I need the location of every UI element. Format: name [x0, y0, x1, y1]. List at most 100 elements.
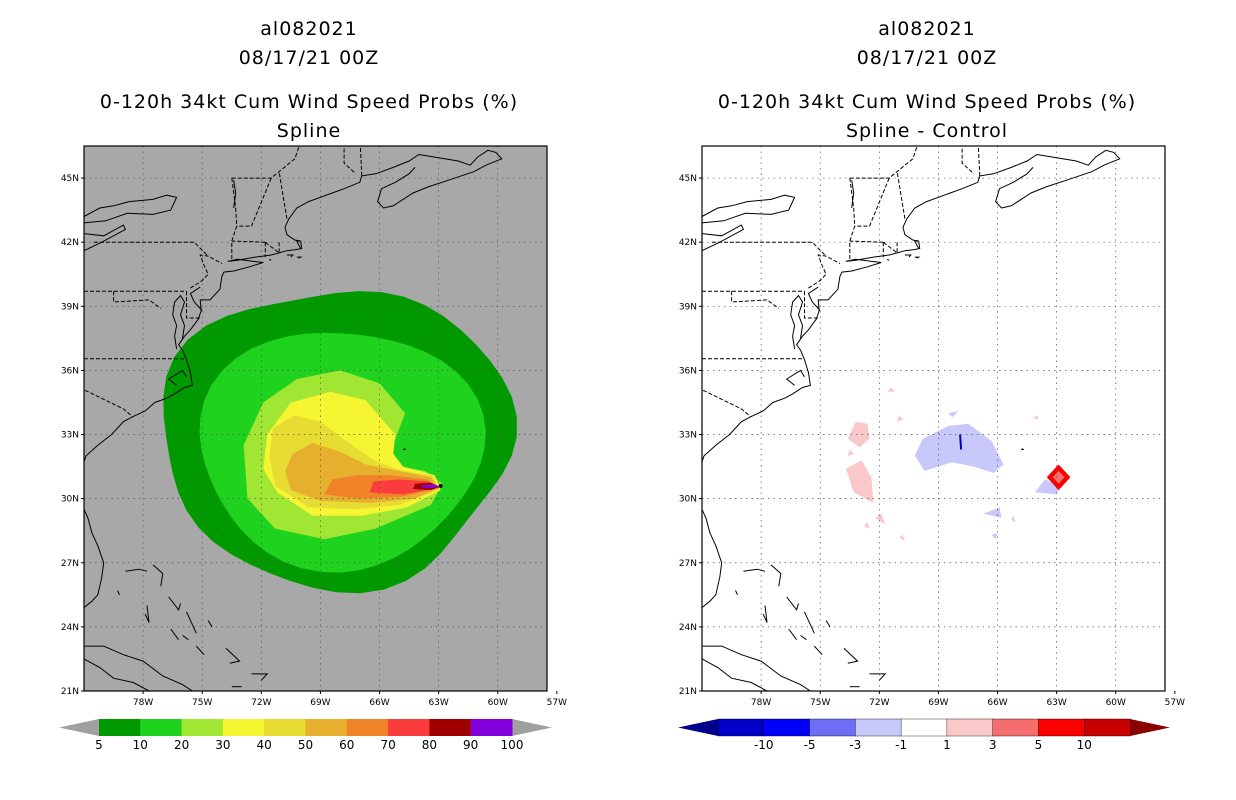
colorbar-label: -1: [895, 738, 907, 752]
colorbar-label: 20: [174, 738, 189, 752]
map-background: [702, 146, 1165, 691]
lat-tick-label: 24N: [679, 623, 697, 633]
colorbar-under-arrow: [59, 719, 99, 736]
difference-region: [1033, 415, 1039, 420]
difference-region: [991, 532, 998, 540]
lon-tick-label: 75W: [192, 698, 212, 708]
lat-tick-label: 27N: [679, 559, 697, 569]
colorbar-swatch: [99, 719, 141, 736]
colorbar-label: 5: [1035, 738, 1043, 752]
colorbar-swatch: [855, 718, 902, 737]
lat-tick-label: 45N: [61, 174, 79, 184]
panel-spline: al082021 08/17/21 00Z 0-120h 34kt Cum Wi…: [59, 18, 567, 752]
colorbar-label: 10: [133, 738, 148, 752]
difference-region: [887, 387, 896, 392]
colorbar-label: -3: [849, 738, 861, 752]
colorbar-swatch: [809, 718, 857, 737]
difference-region: [863, 522, 870, 529]
lat-tick-label: 42N: [679, 238, 697, 248]
lat-tick-label: 30N: [679, 495, 697, 505]
axis-ticks: 45N 42N 39N 36N 33N 30N 27N 24N 21N 78W 75W 72W 69W 6…: [679, 174, 1185, 708]
difference-region: [948, 411, 959, 418]
lon-tick-label: 72W: [251, 698, 271, 708]
difference-contours: [845, 387, 1071, 542]
lon-tick-label: 69W: [928, 698, 948, 708]
storm-center-marker: [438, 483, 443, 488]
lon-tick-label: 78W: [751, 698, 771, 708]
lat-tick-label: 36N: [679, 366, 697, 376]
difference-region: [914, 423, 1004, 473]
lat-tick-label: 45N: [679, 174, 697, 184]
colorbar-label: 10: [1077, 738, 1092, 752]
colorbar-label: 30: [215, 738, 230, 752]
chart-title: 0-120h 34kt Cum Wind Speed Probs (%): [717, 91, 1137, 113]
colorbar-swatch: [1038, 718, 1085, 737]
colorbar: -10 -5 -3 -1 1 3 5 10: [678, 718, 1170, 752]
colorbar-over-arrow: [1130, 719, 1170, 736]
lon-tick-label: 66W: [369, 698, 389, 708]
lat-tick-label: 27N: [61, 559, 79, 569]
lat-tick-label: 33N: [61, 431, 79, 441]
colorbar-swatch: [900, 718, 948, 737]
lat-tick-label: 21N: [679, 687, 697, 697]
difference-region: [875, 513, 886, 525]
colorbar-over-arrow: [512, 719, 552, 736]
colorbar-swatch: [388, 719, 430, 736]
lon-tick-label: 72W: [869, 698, 889, 708]
difference-region: [1011, 515, 1016, 523]
colorbar-swatch: [181, 719, 224, 736]
colorbar-swatch: [140, 719, 183, 736]
lat-tick-label: 33N: [679, 431, 697, 441]
colorbar-swatch: [222, 719, 265, 736]
colorbar-label: -10: [754, 738, 774, 752]
colorbar-label: 100: [501, 738, 524, 752]
lon-tick-label: 66W: [987, 698, 1007, 708]
lon-tick-label: 69W: [310, 698, 330, 708]
lat-tick-label: 39N: [61, 302, 79, 312]
lat-tick-label: 42N: [61, 238, 79, 248]
map-frame: [701, 145, 1166, 692]
chart-subtitle: Spline: [276, 120, 342, 142]
difference-region: [899, 535, 905, 542]
prob-band-70: [369, 479, 439, 495]
lat-tick-label: 36N: [61, 366, 79, 376]
panel-spline-minus-control: al082021 08/17/21 00Z 0-120h 34kt Cum Wi…: [618, 0, 1236, 800]
colorbar-swatch: [992, 718, 1040, 737]
colorbar-swatch: [763, 718, 811, 737]
difference-region: [1035, 479, 1061, 495]
colorbar-label: 40: [257, 738, 272, 752]
coastline: [702, 146, 1129, 691]
colorbar-swatch: [264, 719, 306, 736]
datetime: 08/17/21 00Z: [856, 47, 998, 69]
colorbar-label: 80: [422, 738, 437, 752]
lat-tick-label: 21N: [61, 687, 79, 697]
colorbar-swatch: [429, 719, 472, 736]
colorbar-label: 5: [95, 738, 103, 752]
difference-region: [847, 449, 854, 456]
difference-region: [983, 507, 1002, 518]
storm-id: al082021: [260, 18, 358, 40]
grid-lines: [702, 146, 1165, 691]
chart-subtitle: Spline - Control: [845, 120, 1009, 142]
colorbar-swatch: [305, 719, 348, 736]
lon-tick-label: 78W: [133, 698, 153, 708]
colorbar-label: 70: [380, 738, 395, 752]
lon-tick-label: 57W: [547, 698, 567, 708]
lon-tick-label: 57W: [1165, 698, 1185, 708]
difference-region: [847, 421, 870, 448]
lon-tick-label: 75W: [810, 698, 830, 708]
grid-lines: [84, 146, 547, 691]
map-frame: [83, 145, 548, 692]
colorbar-label: 3: [989, 738, 997, 752]
lon-tick-label: 63W: [428, 698, 448, 708]
lon-tick-label: 60W: [488, 698, 508, 708]
coastline: [84, 146, 511, 691]
colorbar-swatch: [346, 719, 389, 736]
storm-id: al082021: [878, 18, 976, 40]
probability-contours: [163, 291, 517, 594]
colorbar-swatch: [470, 719, 513, 736]
spline-map: 45N 42N 39N 36N 33N 30N 27N 24N 21N 78W 75W 72W 69W 6…: [59, 145, 567, 752]
colorbar-label: 90: [463, 738, 478, 752]
colorbar-label: 60: [339, 738, 354, 752]
chart-title: 0-120h 34kt Cum Wind Speed Probs (%): [99, 91, 519, 113]
